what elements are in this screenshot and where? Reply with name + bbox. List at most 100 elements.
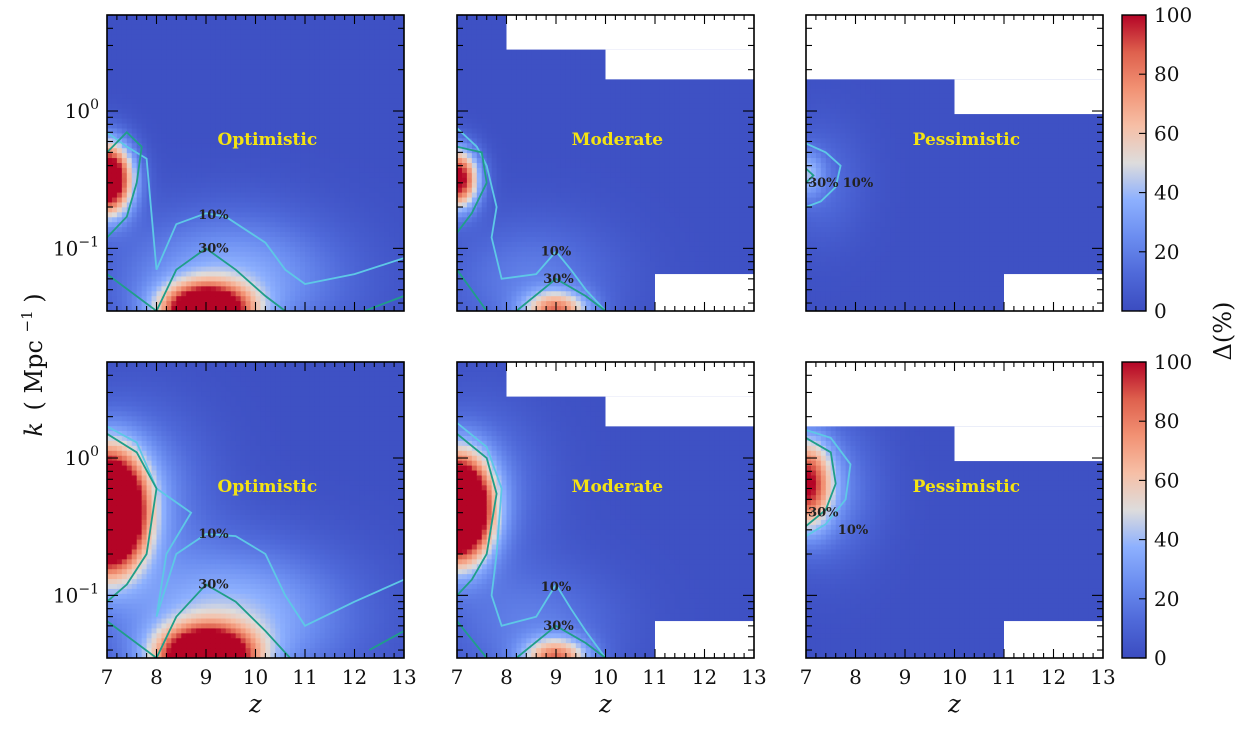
heatmap-cell [389, 192, 395, 199]
heatmap-cell [556, 103, 562, 110]
heatmap-cell [501, 69, 508, 75]
heatmap-cell [146, 59, 153, 65]
heatmap-cell [374, 301, 380, 307]
heatmap-cell [250, 163, 257, 169]
heatmap-cell [369, 153, 375, 159]
heatmap-cell [136, 123, 143, 130]
heatmap-cell [364, 93, 370, 100]
heatmap-cell [206, 19, 212, 26]
heatmap-cell [384, 69, 390, 75]
heatmap-cell [466, 98, 473, 105]
heatmap-cell [300, 306, 306, 311]
heatmap-cell [349, 59, 356, 65]
heatmap-cell [314, 15, 321, 21]
heatmap-cell [457, 172, 463, 179]
heatmap-cell [389, 246, 395, 253]
heatmap-cell [161, 15, 167, 21]
heatmap-cell [349, 93, 356, 100]
heatmap-cell [516, 113, 522, 120]
heatmap-cell [349, 217, 356, 223]
heatmap-cell [369, 98, 375, 105]
heatmap-cell [161, 286, 167, 292]
heatmap-cell [230, 118, 237, 125]
heatmap-cell [235, 89, 242, 95]
heatmap-cell [201, 15, 207, 21]
heatmap-cell [551, 84, 557, 90]
heatmap-cell [255, 222, 262, 228]
heatmap-cell [486, 89, 493, 95]
heatmap-cell [176, 306, 182, 311]
heatmap-cell [210, 167, 217, 174]
heatmap-cell [250, 84, 257, 90]
heatmap-cell [516, 128, 522, 134]
heatmap-cell [457, 153, 463, 159]
heatmap-cell [560, 232, 567, 238]
heatmap-cell [270, 133, 276, 139]
heatmap-cell [364, 306, 370, 311]
heatmap-cell [374, 172, 380, 179]
heatmap-cell [339, 296, 346, 302]
heatmap-cell [255, 271, 262, 278]
heatmap-cell [107, 118, 113, 125]
heatmap-cell [235, 19, 242, 26]
heatmap-cell [151, 64, 158, 70]
heatmap-cell [290, 153, 296, 159]
heatmap-cell [275, 133, 281, 139]
heatmap-cell [324, 306, 331, 311]
heatmap-cell [314, 306, 321, 311]
heatmap-cell [501, 241, 508, 248]
heatmap-cell [516, 133, 522, 139]
heatmap-cell [235, 212, 242, 218]
heatmap-cell [275, 187, 281, 194]
heatmap-cell [496, 93, 503, 100]
heatmap-cell [225, 276, 232, 282]
heatmap-cell [394, 74, 400, 80]
heatmap-cell [374, 44, 380, 51]
heatmap-cell [309, 19, 316, 26]
heatmap-cell [309, 187, 316, 194]
heatmap-cell [374, 212, 380, 218]
heatmap-cell [290, 306, 296, 311]
heatmap-cell [280, 143, 286, 149]
heatmap-cell [324, 172, 331, 179]
heatmap-cell [176, 128, 182, 134]
heatmap-cell [369, 202, 375, 208]
heatmap-cell [354, 79, 361, 85]
heatmap-cell [374, 281, 380, 287]
heatmap-cell [466, 187, 473, 194]
heatmap-cell [354, 172, 361, 179]
heatmap-cell [206, 98, 212, 105]
heatmap-cell [399, 44, 404, 51]
heatmap-cell [191, 192, 197, 199]
heatmap-cell [181, 222, 187, 228]
heatmap-cell [107, 271, 113, 278]
heatmap-cell [275, 153, 281, 159]
heatmap-cell [225, 74, 232, 80]
heatmap-cell [466, 84, 473, 90]
heatmap-cell [471, 212, 478, 218]
heatmap-cell [560, 217, 567, 223]
heatmap-cell [354, 281, 361, 287]
heatmap-cell [379, 98, 385, 105]
heatmap-cell [516, 301, 522, 307]
heatmap-cell [131, 59, 138, 65]
heatmap-cell [319, 296, 326, 302]
heatmap-cell [111, 74, 118, 80]
heatmap-cell [491, 163, 498, 169]
heatmap-cells [107, 15, 404, 311]
heatmap-cell [399, 296, 404, 302]
heatmap-cell [245, 69, 252, 75]
heatmap-cell [186, 192, 192, 199]
heatmap-cell [181, 69, 187, 75]
heatmap-cell [151, 281, 158, 287]
heatmap-cell [491, 143, 498, 149]
heatmap-cell [471, 192, 478, 199]
heatmap-cell [314, 246, 321, 253]
heatmap-cell [541, 158, 547, 164]
heatmap-cell [245, 182, 252, 189]
heatmap-cell [136, 54, 143, 60]
heatmap-cell [369, 301, 375, 307]
heatmap-cell [560, 286, 567, 292]
heatmap-cell [156, 256, 163, 263]
heatmap-cell [309, 232, 316, 238]
